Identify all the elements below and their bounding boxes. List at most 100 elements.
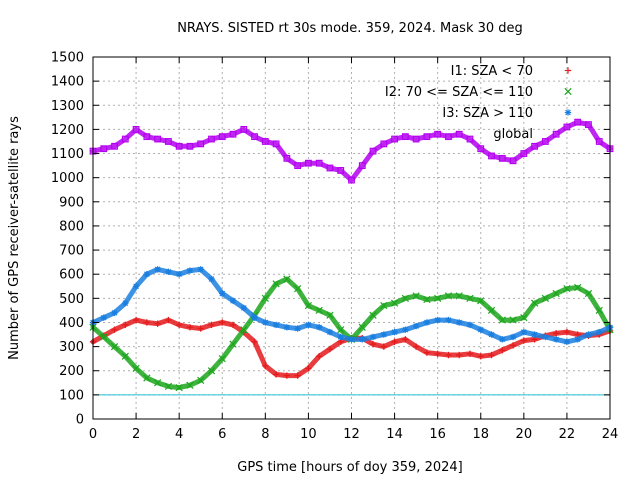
data-point-star bbox=[552, 336, 560, 343]
y-tick-label: 800 bbox=[59, 219, 84, 234]
data-point-square bbox=[305, 159, 312, 167]
data-marks bbox=[89, 118, 614, 392]
data-point-plus bbox=[262, 362, 269, 370]
data-point-square bbox=[380, 140, 388, 148]
data-point-square bbox=[498, 154, 506, 162]
data-point-cross bbox=[283, 275, 291, 283]
y-tick-label: 700 bbox=[59, 244, 84, 259]
data-point-star bbox=[402, 326, 409, 333]
data-point-square bbox=[412, 135, 420, 143]
data-point-square bbox=[585, 121, 592, 128]
data-point-cross bbox=[132, 364, 140, 372]
data-point-square bbox=[326, 164, 334, 172]
data-point-plus bbox=[294, 372, 301, 379]
data-point-plus bbox=[315, 353, 323, 360]
data-point-square bbox=[294, 162, 302, 170]
y-tick-label: 1300 bbox=[51, 99, 84, 114]
chart-title: NRAYS. SISTED rt 30s mode. 359, 2024. Ma… bbox=[177, 21, 523, 36]
data-point-star bbox=[283, 324, 291, 331]
data-point-square bbox=[283, 154, 291, 162]
data-point-square bbox=[455, 130, 463, 138]
data-point-star bbox=[219, 290, 226, 297]
data-point-cross bbox=[552, 289, 560, 298]
x-tick-label: 8 bbox=[261, 427, 269, 442]
x-tick-label: 14 bbox=[386, 427, 403, 442]
y-tick-label: 0 bbox=[76, 413, 84, 428]
data-point-plus bbox=[154, 320, 161, 327]
x-tick-label: 20 bbox=[516, 427, 533, 442]
data-point-square bbox=[175, 142, 183, 150]
data-point-star bbox=[596, 328, 603, 336]
data-point-cross bbox=[595, 306, 603, 315]
data-point-plus bbox=[434, 350, 441, 358]
data-point-star bbox=[456, 319, 463, 326]
data-point-square bbox=[477, 145, 485, 153]
data-point-star bbox=[477, 326, 484, 333]
data-point-star bbox=[369, 333, 377, 341]
data-point-plus bbox=[326, 345, 334, 353]
data-point-square bbox=[445, 133, 452, 141]
x-tick-label: 0 bbox=[89, 427, 97, 442]
y-tick-label: 500 bbox=[59, 292, 84, 307]
data-point-square bbox=[121, 135, 129, 143]
data-point-square bbox=[208, 135, 215, 143]
data-point-star bbox=[434, 316, 441, 324]
data-point-plus bbox=[552, 330, 560, 337]
data-point-cross bbox=[574, 283, 582, 292]
data-point-cross bbox=[154, 379, 162, 387]
data-point-cross bbox=[218, 355, 226, 363]
data-point-plus bbox=[477, 353, 484, 360]
data-point-star bbox=[348, 336, 355, 343]
data-point-cross bbox=[563, 285, 571, 293]
data-point-star bbox=[132, 283, 140, 290]
data-point-star bbox=[315, 324, 323, 331]
data-point-plus bbox=[423, 349, 431, 356]
data-point-plus bbox=[445, 351, 452, 359]
data-point-plus bbox=[251, 338, 258, 345]
legend-marker bbox=[564, 87, 572, 96]
data-point-star bbox=[499, 336, 506, 343]
data-point-square bbox=[531, 142, 539, 150]
y-tick-label: 1000 bbox=[51, 171, 84, 186]
data-point-square bbox=[466, 135, 474, 143]
data-point-square bbox=[251, 133, 258, 141]
data-point-square bbox=[164, 138, 172, 145]
data-point-star bbox=[175, 271, 183, 278]
data-point-plus bbox=[466, 350, 474, 358]
data-point-cross bbox=[100, 333, 108, 341]
data-point-square bbox=[541, 138, 549, 145]
data-point-plus bbox=[175, 321, 183, 329]
data-point-square bbox=[358, 162, 366, 170]
data-point-cross bbox=[434, 294, 442, 302]
data-point-plus bbox=[122, 321, 129, 329]
data-point-cross bbox=[369, 311, 377, 319]
data-point-plus bbox=[272, 371, 280, 378]
data-point-star bbox=[272, 321, 280, 329]
data-point-cross bbox=[477, 297, 485, 305]
y-tick-label: 100 bbox=[59, 388, 84, 403]
legend-marker bbox=[564, 67, 572, 74]
legend: I1: SZA < 70 I2: 70 <= SZA <= 110 I3: SZA … bbox=[385, 64, 572, 142]
data-point-square bbox=[488, 152, 495, 160]
data-point-star bbox=[359, 336, 366, 343]
data-point-star bbox=[294, 325, 301, 332]
data-point-plus bbox=[132, 316, 140, 324]
x-tick-label: 10 bbox=[300, 427, 317, 442]
data-point-plus bbox=[111, 326, 118, 333]
y-tick-label: 200 bbox=[59, 364, 84, 379]
data-point-plus bbox=[143, 319, 151, 326]
axis-ticks: 0 2 4 6 8 10 12 14 16 18 20 22 240100200300400500600… bbox=[51, 51, 618, 443]
data-point-square bbox=[154, 135, 162, 143]
data-point-square bbox=[574, 118, 582, 126]
data-point-star bbox=[251, 314, 258, 321]
y-tick-label: 900 bbox=[59, 195, 84, 210]
x-tick-label: 6 bbox=[218, 427, 226, 442]
data-point-star bbox=[585, 331, 592, 338]
data-point-square bbox=[218, 133, 226, 141]
data-point-plus bbox=[186, 324, 194, 331]
data-point-square bbox=[423, 133, 431, 141]
data-point-cross bbox=[164, 382, 173, 391]
x-tick-label: 16 bbox=[429, 427, 446, 442]
data-point-square bbox=[315, 159, 323, 167]
data-point-square bbox=[401, 133, 409, 141]
